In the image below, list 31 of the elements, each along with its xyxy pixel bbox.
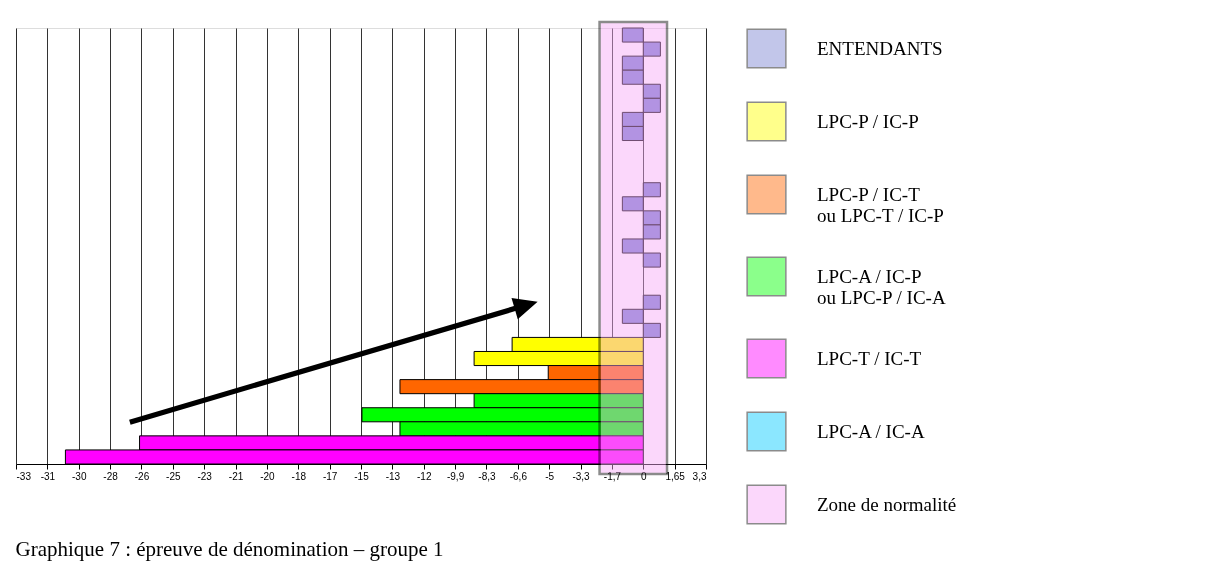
legend-label: ENTENDANTS: [817, 37, 943, 59]
x-tick-label: -17: [322, 470, 338, 482]
x-tick-label: -23: [197, 470, 213, 482]
x-tick-label: -20: [260, 470, 276, 482]
legend-label: LPC-P / IC-P: [817, 110, 919, 132]
x-tick-label: -8,3: [478, 470, 497, 482]
legend-label: LPC-A / IC-P ou LPC-P / IC-A: [817, 265, 946, 308]
x-tick-label: -5: [545, 470, 555, 482]
text: Graphique 7 : épreuve de dénomination – groupe 1: [15, 537, 444, 561]
x-tick-label: 0: [640, 470, 647, 482]
legend-label: LPC-A / IC-A: [817, 420, 925, 442]
x-tick-label: 3,3: [692, 470, 707, 482]
x-tick-label: -6,6: [509, 470, 528, 482]
legend-label: LPC-T / IC-T: [817, 347, 922, 369]
x-tick-label: -9,9: [446, 470, 465, 482]
x-tick-label: -15: [354, 470, 370, 482]
x-tick-label: -26: [134, 470, 150, 482]
legend-label: LPC-P / IC-T ou LPC-T / IC-P: [817, 183, 944, 226]
x-tick-label: -13: [385, 470, 401, 482]
x-tick-label: -28: [103, 470, 119, 482]
x-tick-label: -21: [228, 470, 244, 482]
x-tick-label: -1,7: [603, 470, 622, 482]
legend-label: Zone de normalité: [817, 493, 957, 515]
x-tick-label: -25: [166, 470, 181, 482]
x-tick-label: -3,3: [572, 470, 591, 482]
x-tick-label: -30: [72, 470, 87, 482]
x-tick-label: -33: [16, 470, 32, 482]
x-tick-label: -18: [291, 470, 307, 482]
x-tick-label: 1,65: [665, 470, 686, 482]
x-tick-label: -12: [417, 470, 432, 482]
x-tick-label: -31: [40, 470, 56, 482]
